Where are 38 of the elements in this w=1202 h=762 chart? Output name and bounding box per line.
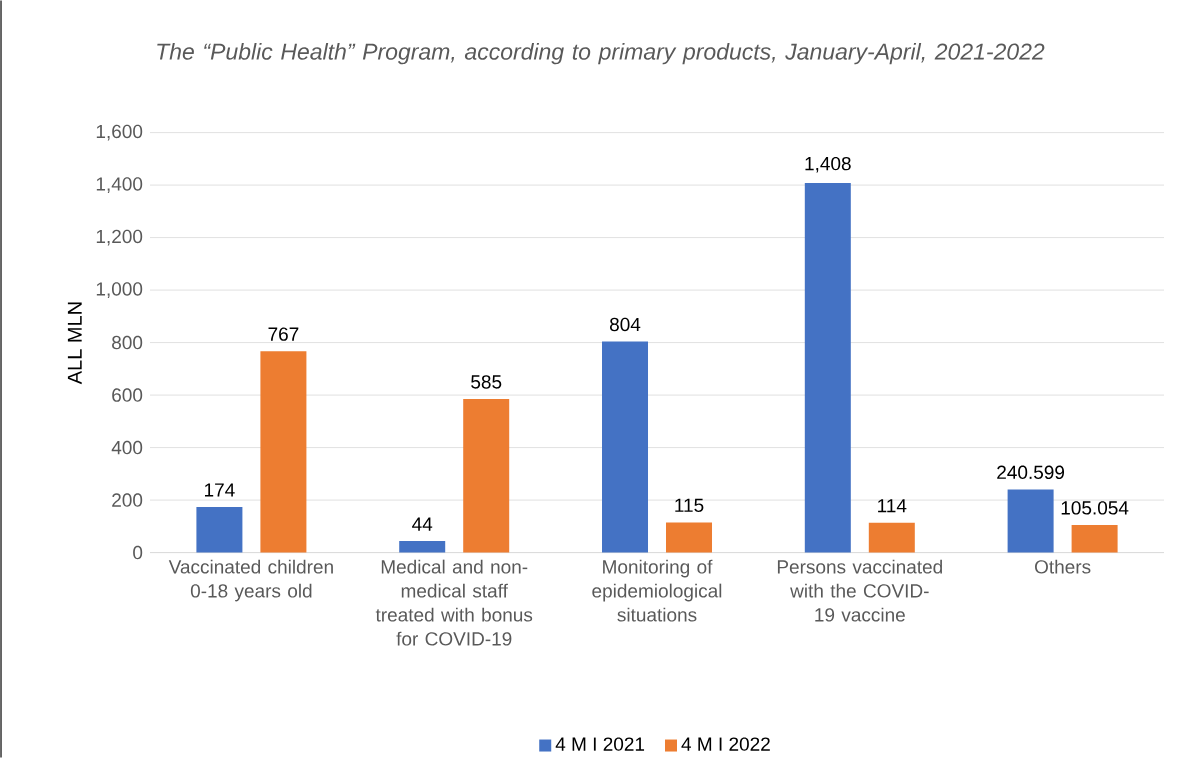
x-tick-label: Others [1035,559,1091,574]
data-label: 767 [268,327,299,342]
data-label: 240.599 [997,465,1065,480]
legend-label: 4 M I 2021 [555,737,645,752]
data-label: 44 [412,517,433,531]
bar [1071,525,1118,553]
bar [260,351,307,553]
x-tick-label: Persons vaccinated with the COVID-19 vaccine [777,559,942,622]
data-label: 1,408 [805,157,851,173]
data-label: 105.054 [1061,501,1129,515]
bar [666,522,713,553]
bar [602,341,649,553]
data-label: 585 [471,375,502,389]
y-axis-title: ALL MLN [67,302,82,385]
y-tick-label: 1,600 [96,124,143,141]
data-label: 115 [675,498,704,513]
legend-label: 4 M I 2022 [681,737,770,752]
y-tick-label: 200 [112,493,143,507]
x-tick-label: Medical and non-medical staff treated with bonus for COVID-19 [375,559,533,646]
data-label: 804 [609,317,641,332]
x-tick-label: Monitoring of epidemiological situations [592,559,722,622]
bar [463,399,510,553]
y-tick-label: 1,400 [96,177,143,194]
bar [196,507,243,553]
y-tick-label: 600 [112,388,143,402]
y-tick-label: 1,200 [96,229,143,246]
data-label: 174 [205,483,235,497]
bar [804,183,851,553]
bar [868,522,915,553]
y-tick-label: 0 [133,546,143,560]
y-tick-label: 400 [111,441,143,455]
x-tick-label: Vaccinated children 0-18 years old [168,559,333,602]
bar [399,541,446,553]
y-tick-label: 1,000 [96,282,143,299]
bar [1007,489,1054,553]
data-label: 114 [878,499,907,513]
y-tick-label: 800 [112,336,143,350]
chart-title: The “Public Health” Program, according to primary products, January-April, 2021-2022 [157,43,1045,65]
